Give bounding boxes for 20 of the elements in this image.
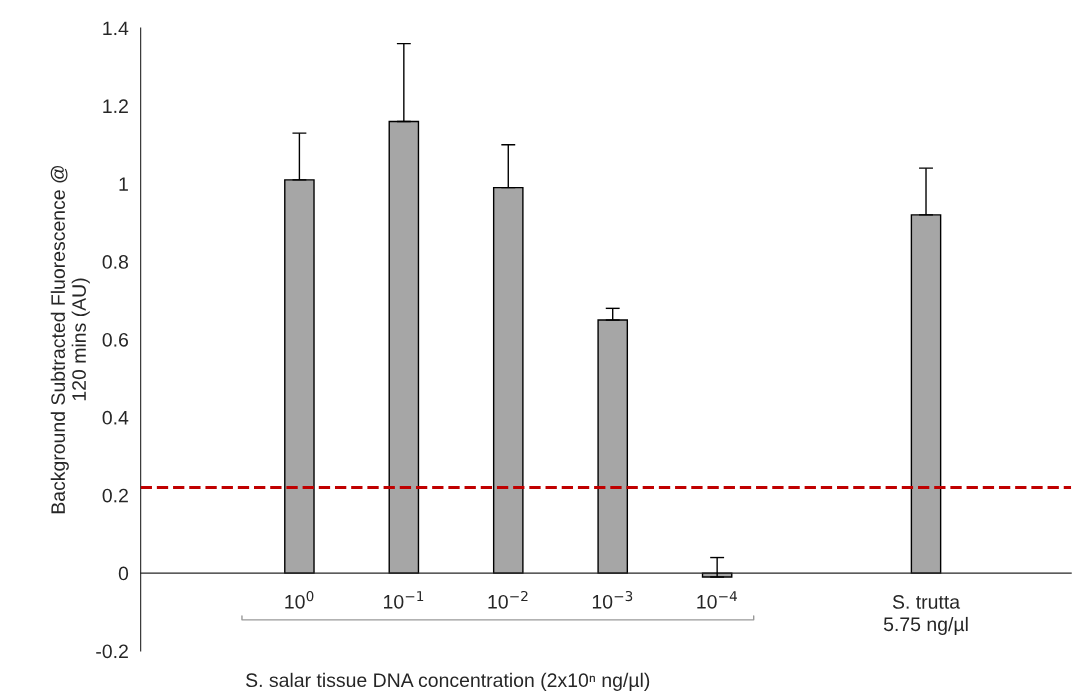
bar [284, 179, 315, 574]
x-tick-label: 10$^{0}$ [285, 590, 314, 609]
x-tick-label: 10$^{−2}$ [488, 590, 528, 609]
y-tick-label: 1.2 [103, 99, 128, 113]
y-tick-label: 0 [118, 566, 129, 581]
bar [910, 214, 942, 574]
x-axis-title: S. salar tissue DNA concentration (2x10ⁿ ng/µl) [246, 672, 650, 691]
y-tick-label: 0.6 [102, 332, 128, 347]
x-tick-label: 10$^{−3}$ [592, 590, 633, 609]
y-tick-label: -0.2 [96, 644, 128, 659]
y-axis-title: Background Subtracted Fluorescence @ 120 mins (AU) [50, 165, 90, 514]
y-tick-label: 1 [119, 177, 128, 191]
bar [597, 319, 629, 574]
y-tick-label: 0.4 [102, 410, 129, 425]
x-tick-label: S. trutta 5.75 ng/µl [883, 595, 968, 636]
x-tick-label: 10$^{−4}$ [697, 591, 737, 609]
x-tick-label: 10$^{−1}$ [384, 591, 424, 609]
y-tick-label: 0.8 [102, 255, 129, 269]
y-tick-label: 0.2 [102, 488, 128, 503]
y-tick-label: 1.4 [103, 21, 129, 36]
